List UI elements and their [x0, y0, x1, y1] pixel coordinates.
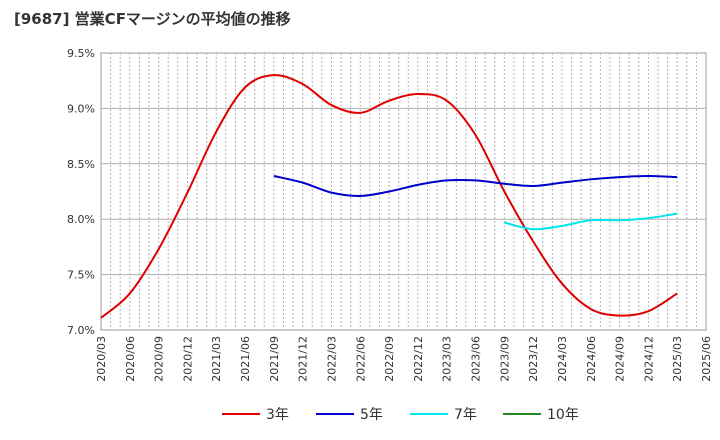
x-tick-label: 2022/12 [412, 336, 425, 382]
y-tick-label: 8.0% [67, 213, 95, 226]
y-tick-label: 7.5% [67, 269, 95, 282]
plot-area [100, 52, 707, 331]
x-tick-label: 2022/09 [383, 336, 396, 382]
x-tick-label: 2025/03 [671, 336, 684, 382]
x-tick-label: 2020/03 [95, 336, 108, 382]
series-line-7年 [504, 212, 678, 231]
x-tick-label: 2021/06 [239, 336, 252, 382]
legend: 3年 5年 7年 10年 [222, 407, 579, 423]
x-tick-label: 2023/09 [498, 336, 511, 382]
x-tick-label: 2022/03 [325, 336, 338, 382]
x-tick-label: 2023/06 [470, 336, 483, 382]
series-line-5年 [273, 174, 678, 197]
x-tick-label: 2023/12 [527, 336, 540, 382]
x-tick-label: 2020/12 [181, 336, 194, 382]
x-tick-label: 2020/06 [124, 336, 137, 382]
y-tick-label: 9.0% [67, 102, 95, 115]
x-tick-label: 2021/09 [268, 336, 281, 382]
legend-label: 10年 [547, 407, 579, 423]
x-tick-label: 2021/03 [210, 336, 223, 382]
x-tick-label: 2024/03 [556, 336, 569, 382]
x-tick-label: 2024/09 [614, 336, 627, 382]
x-tick-label: 2023/03 [441, 336, 454, 382]
y-tick-label: 7.0% [67, 324, 95, 337]
y-tick-label: 9.5% [67, 47, 95, 60]
series-line-3年 [100, 74, 678, 319]
x-tick-label: 2020/09 [153, 336, 166, 382]
x-tick-label: 2021/12 [297, 336, 310, 382]
x-tick-label: 2025/06 [700, 336, 713, 382]
x-tick-label: 2022/06 [354, 336, 367, 382]
legend-label: 7年 [454, 407, 477, 423]
legend-label: 5年 [360, 407, 383, 423]
y-tick-label: 8.5% [67, 158, 95, 171]
series-group [100, 74, 678, 319]
legend-label: 3年 [266, 407, 289, 423]
x-tick-label: 2024/06 [585, 336, 598, 382]
x-axis-ticks: 2020/03 2020/06 2020/09 2020/12 2021/03 2021/… [95, 336, 713, 382]
x-tick-label: 2024/12 [642, 336, 655, 382]
y-axis-ticks: 7.0% 7.5% 8.0% 8.5% 9.0% 9.5% [67, 47, 95, 337]
chart-title: [9687] 営業CFマージンの平均値の推移 [14, 10, 291, 28]
